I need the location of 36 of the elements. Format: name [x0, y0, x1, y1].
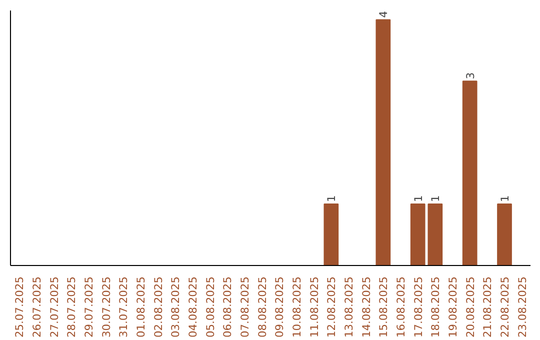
- x-tick-label: 25.07.2025: [13, 276, 26, 338]
- x-tick-label: 30.07.2025: [100, 276, 113, 338]
- x-tick-label: 19.08.2025: [446, 276, 460, 338]
- x-tick-label: 18.08.2025: [429, 276, 442, 338]
- x-tick-label: 20.08.2025: [464, 276, 477, 338]
- x-tick-label: 15.08.2025: [377, 276, 390, 338]
- x-tick-label: 03.08.2025: [169, 276, 182, 338]
- x-tick-label: 07.08.2025: [238, 276, 252, 338]
- x-tick-label: 22.08.2025: [498, 276, 512, 338]
- x-tick-label: 10.08.2025: [290, 276, 304, 338]
- x-tick-label: 02.08.2025: [152, 276, 165, 338]
- data-label: 1: [498, 195, 512, 202]
- x-tick-label: 04.08.2025: [186, 276, 200, 338]
- data-label: 3: [464, 72, 477, 80]
- x-tick-label: 01.08.2025: [134, 276, 148, 338]
- x-tick-label: 28.07.2025: [65, 276, 78, 338]
- x-tick-label: 23.08.2025: [516, 276, 529, 338]
- x-tick-label: 29.07.2025: [82, 276, 96, 338]
- x-tick-label: 06.08.2025: [221, 276, 234, 338]
- x-tick-label: 31.07.2025: [117, 276, 130, 338]
- x-tick-label: 27.07.2025: [48, 276, 61, 338]
- x-tick-label: 16.08.2025: [394, 276, 408, 338]
- x-tick-label: 26.07.2025: [30, 276, 44, 338]
- x-tick-label: 05.08.2025: [204, 276, 217, 338]
- data-label: 1: [325, 195, 338, 202]
- x-tick-label: 12.08.2025: [325, 276, 338, 338]
- x-tick-label: 11.08.2025: [308, 276, 321, 338]
- data-label: 4: [377, 10, 390, 18]
- x-tick-label: 21.08.2025: [481, 276, 494, 338]
- x-tick-label: 08.08.2025: [256, 276, 269, 338]
- data-label: 1: [412, 195, 425, 202]
- x-tick-label: 14.08.2025: [360, 276, 373, 338]
- x-tick-label: 09.08.2025: [273, 276, 286, 338]
- x-tick-label: 13.08.2025: [342, 276, 356, 338]
- data-label: 1: [429, 195, 442, 202]
- x-tick-label: 17.08.2025: [412, 276, 425, 338]
